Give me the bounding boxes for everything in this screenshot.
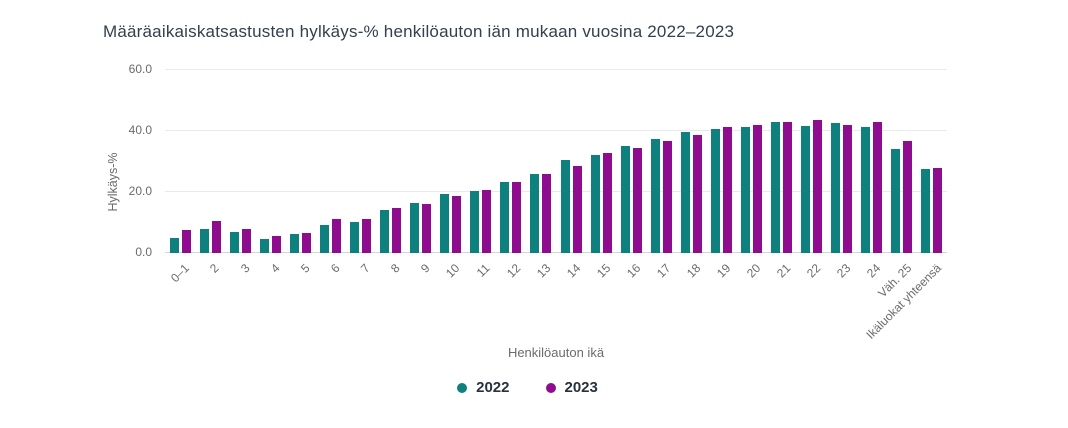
x-tick-label-17: 17 — [653, 261, 674, 281]
bar-2023-Väh. 25[interactable] — [903, 140, 913, 253]
legend-label-2022: 2022 — [476, 379, 510, 396]
bar-2022-20[interactable] — [741, 127, 750, 253]
bar-2023-12[interactable] — [512, 181, 522, 253]
legend: 2022 2023 — [0, 379, 1055, 396]
x-tick-label-13: 13 — [533, 261, 553, 281]
bar-2022-12[interactable] — [500, 181, 510, 253]
bar-2023-4[interactable] — [271, 235, 281, 253]
x-tick-label-22: 22 — [804, 261, 824, 281]
bar-2022-16[interactable] — [620, 145, 630, 253]
legend-marker-2023 — [545, 382, 556, 393]
bar-2023-20[interactable] — [753, 125, 762, 253]
x-tick-label-15: 15 — [593, 261, 614, 281]
bar-2022-24[interactable] — [861, 126, 871, 253]
bar-2023-5[interactable] — [301, 232, 311, 253]
x-tick-label-23: 23 — [834, 261, 854, 281]
bar-2023-9[interactable] — [422, 204, 432, 253]
x-tick-label-20: 20 — [744, 261, 764, 281]
bar-2022-0–1[interactable] — [169, 237, 179, 253]
bar-2022-19[interactable] — [710, 128, 720, 253]
bar-2023-11[interactable] — [482, 190, 492, 253]
bar-2023-Ikäluokat yhteensä[interactable] — [933, 167, 943, 253]
bar-2022-11[interactable] — [470, 190, 480, 253]
x-tick-label-Ikäluokat yhteensä: Ikäluokat yhteensä — [863, 261, 944, 342]
bar-2023-7[interactable] — [362, 218, 371, 253]
bar-2022-8[interactable] — [380, 210, 390, 253]
x-tick-label-2: 2 — [207, 261, 223, 276]
x-tick-label-21: 21 — [774, 261, 794, 281]
y-tick-label-20.0: 20.0 — [128, 184, 152, 198]
bar-2022-18[interactable] — [680, 132, 690, 253]
bar-2022-5[interactable] — [289, 233, 299, 253]
bar-2022-Ikäluokat yhteensä[interactable] — [921, 169, 931, 253]
bar-2022-Väh. 25[interactable] — [891, 148, 901, 253]
x-tick-label-4: 4 — [267, 261, 283, 276]
x-tick-label-3: 3 — [237, 261, 253, 276]
x-tick-label-Väh. 25: Väh. 25 — [874, 261, 914, 301]
y-axis-title: Hylkäys-% — [106, 152, 120, 212]
bar-2023-15[interactable] — [602, 153, 612, 253]
legend-item-2022[interactable]: 2022 — [457, 379, 510, 396]
bar-2023-6[interactable] — [331, 218, 341, 253]
bar-2022-6[interactable] — [319, 224, 329, 253]
bar-2023-3[interactable] — [241, 228, 251, 253]
bar-2023-16[interactable] — [632, 148, 642, 253]
bar-2022-21[interactable] — [771, 122, 781, 253]
x-tick-label-9: 9 — [417, 261, 433, 276]
y-tick-label-60.0: 60.0 — [128, 62, 152, 76]
bar-2023-8[interactable] — [392, 208, 402, 253]
bar-2023-23[interactable] — [843, 124, 853, 253]
bar-2022-22[interactable] — [801, 125, 811, 253]
x-tick-label-24: 24 — [864, 261, 884, 281]
x-tick-label-16: 16 — [623, 261, 644, 281]
bar-2023-19[interactable] — [722, 127, 732, 253]
bar-2022-4[interactable] — [259, 238, 269, 253]
bar-2022-7[interactable] — [350, 221, 359, 253]
bar-2023-14[interactable] — [572, 166, 582, 253]
chart-title: Määräaikaiskatsastusten hylkäys-% henkil… — [103, 22, 735, 41]
bar-2022-9[interactable] — [410, 203, 420, 253]
legend-item-2023[interactable]: 2023 — [545, 379, 598, 396]
x-tick-label-18: 18 — [683, 261, 704, 281]
x-tick-label-0–1: 0–1 — [167, 261, 192, 286]
bar-2022-23[interactable] — [831, 123, 841, 253]
bar-2023-0–1[interactable] — [181, 230, 191, 253]
bar-2023-21[interactable] — [783, 122, 793, 253]
gridline-40.0 — [165, 130, 947, 131]
x-tick-label-14: 14 — [563, 261, 583, 281]
bar-2023-10[interactable] — [452, 196, 462, 253]
x-tick-label-19: 19 — [714, 261, 734, 281]
bar-2023-24[interactable] — [873, 121, 883, 253]
bar-2023-13[interactable] — [542, 173, 552, 253]
x-axis-title: Henkilöauton ikä — [507, 345, 605, 360]
x-tick-label-6: 6 — [327, 261, 343, 276]
x-tick-label-8: 8 — [387, 261, 403, 276]
legend-marker-2022 — [457, 382, 468, 393]
plot-area — [165, 69, 947, 253]
bar-2022-15[interactable] — [590, 154, 600, 253]
legend-label-2023: 2023 — [564, 379, 598, 396]
y-tick-label-0.0: 0.0 — [135, 245, 152, 259]
bar-2022-2[interactable] — [199, 228, 209, 253]
y-tick-label-40.0: 40.0 — [128, 123, 152, 137]
x-tick-label-7: 7 — [357, 261, 373, 276]
gridline-20.0 — [165, 191, 947, 192]
bar-2023-2[interactable] — [211, 220, 221, 253]
gridline-0.0 — [165, 252, 947, 253]
bar-2022-3[interactable] — [229, 232, 239, 253]
bar-2023-22[interactable] — [813, 120, 823, 253]
bar-2023-18[interactable] — [692, 134, 702, 253]
bar-2022-17[interactable] — [650, 138, 660, 253]
x-tick-label-12: 12 — [503, 261, 523, 281]
x-tick-label-10: 10 — [443, 261, 463, 281]
bar-2022-13[interactable] — [530, 174, 540, 253]
bar-2023-17[interactable] — [662, 141, 672, 253]
gridline-60.0 — [165, 69, 947, 70]
x-tick-label-5: 5 — [297, 261, 313, 276]
x-tick-label-11: 11 — [474, 261, 493, 280]
bar-2022-10[interactable] — [440, 193, 450, 253]
bar-2022-14[interactable] — [560, 160, 570, 253]
